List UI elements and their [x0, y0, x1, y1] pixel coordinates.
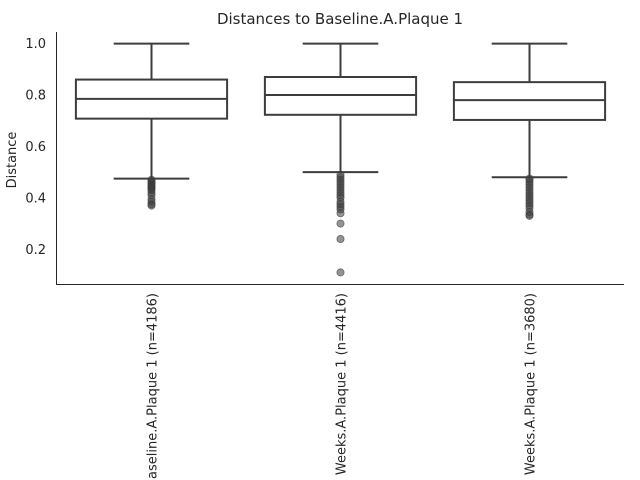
y-tick-label: 0.4 [25, 191, 46, 206]
x-tick-label: 4 Weeks.A.Plaque 1 (n=3680) [524, 293, 539, 480]
outlier-point [336, 209, 345, 218]
outlier-point [147, 201, 156, 210]
outlier-point [525, 211, 534, 220]
y-tick-label: 1.0 [25, 37, 46, 52]
x-tick-label: Baseline.A.Plaque 1 (n=4186) [146, 293, 161, 480]
outlier-point [336, 219, 345, 228]
y-axis-label: Distance [5, 132, 20, 189]
box-group [74, 42, 229, 210]
outlier-point [336, 268, 345, 277]
y-tick-label: 0.2 [25, 243, 46, 258]
y-tick-label: 0.6 [25, 140, 46, 155]
x-tick-label: 2 Weeks.A.Plaque 1 (n=4416) [335, 293, 350, 480]
y-axis-ticks: 0.2 0.4 0.6 0.8 1.0 [25, 37, 46, 258]
x-axis-ticks: Baseline.A.Plaque 1 (n=4186) 2 Weeks.A.Pl… [146, 293, 539, 480]
y-tick-label: 0.8 [25, 89, 46, 104]
box-group [452, 42, 607, 220]
box-group [263, 42, 418, 277]
plot-area [74, 42, 607, 277]
chart-title: Distances to Baseline.A.Plaque 1 [217, 10, 463, 28]
outlier-point [336, 234, 345, 243]
